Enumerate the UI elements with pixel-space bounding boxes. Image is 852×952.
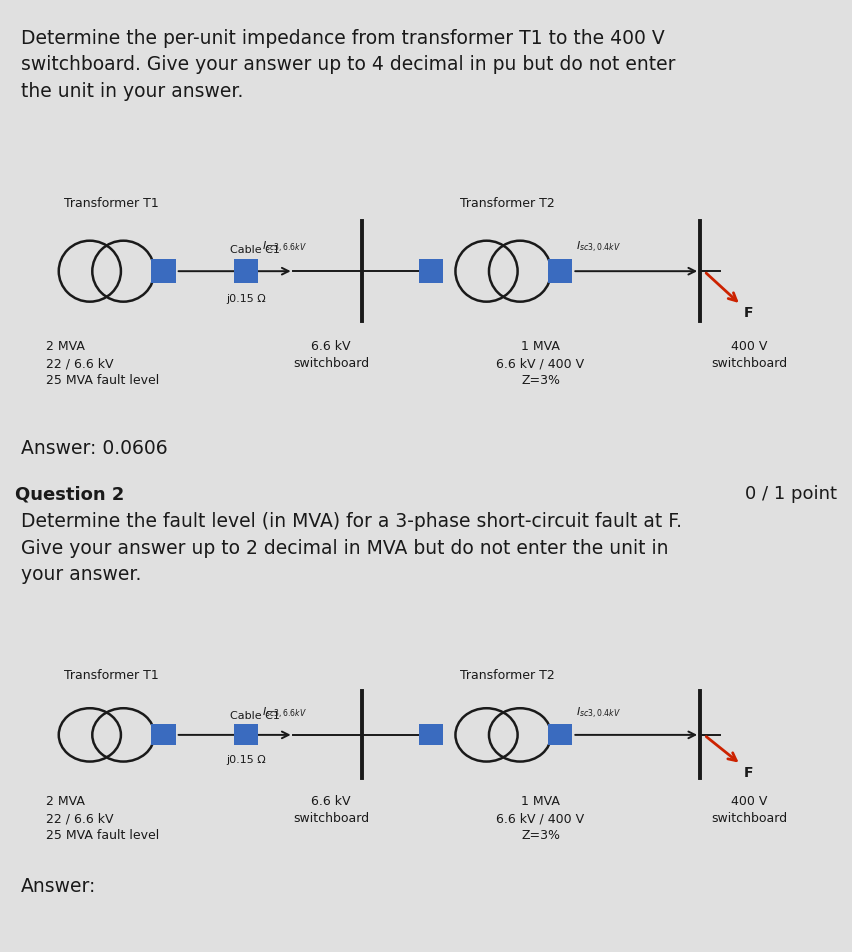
Bar (548, 259, 573, 284)
Text: 0 / 1 point: 0 / 1 point (745, 486, 837, 503)
Text: Transformer T1: Transformer T1 (64, 668, 158, 682)
Bar (151, 259, 176, 284)
Bar (418, 724, 443, 745)
Text: $I_{sc3,6.6kV}$: $I_{sc3,6.6kV}$ (262, 240, 308, 255)
Text: Cable C1: Cable C1 (230, 711, 279, 721)
Text: 400 V
switchboard: 400 V switchboard (711, 795, 787, 825)
Text: Determine the per-unit impedance from transformer T1 to the 400 V
switchboard. G: Determine the per-unit impedance from tr… (21, 29, 676, 101)
Bar (233, 724, 258, 745)
Text: Cable C1: Cable C1 (230, 245, 279, 255)
Text: Transformer T2: Transformer T2 (460, 197, 556, 210)
Text: Answer: 0.0606: Answer: 0.0606 (21, 440, 168, 458)
Text: j0.15 Ω: j0.15 Ω (226, 755, 266, 764)
Text: 6.6 kV
switchboard: 6.6 kV switchboard (293, 340, 369, 370)
Text: Transformer T1: Transformer T1 (64, 197, 158, 210)
Text: Question 2: Question 2 (15, 486, 124, 503)
Bar (418, 259, 443, 284)
Text: F: F (743, 307, 753, 321)
Text: Answer:: Answer: (21, 878, 96, 897)
Text: $I_{sc3,0.4kV}$: $I_{sc3,0.4kV}$ (576, 240, 621, 255)
Text: Transformer T2: Transformer T2 (460, 668, 556, 682)
Text: 400 V
switchboard: 400 V switchboard (711, 340, 787, 370)
Text: j0.15 Ω: j0.15 Ω (226, 293, 266, 304)
Text: Determine the fault level (in MVA) for a 3-phase short-circuit fault at F.
Give : Determine the fault level (in MVA) for a… (21, 512, 682, 585)
Text: 6.6 kV
switchboard: 6.6 kV switchboard (293, 795, 369, 825)
Bar (151, 724, 176, 745)
Bar (548, 724, 573, 745)
Text: 1 MVA
6.6 kV / 400 V
Z=3%: 1 MVA 6.6 kV / 400 V Z=3% (497, 795, 584, 843)
Text: $I_{sc3,0.4kV}$: $I_{sc3,0.4kV}$ (576, 705, 621, 721)
Bar (233, 259, 258, 284)
Text: $I_{sc3,6.6kV}$: $I_{sc3,6.6kV}$ (262, 705, 308, 721)
Text: 2 MVA
22 / 6.6 kV
25 MVA fault level: 2 MVA 22 / 6.6 kV 25 MVA fault level (46, 340, 159, 387)
Text: 2 MVA
22 / 6.6 kV
25 MVA fault level: 2 MVA 22 / 6.6 kV 25 MVA fault level (46, 795, 159, 843)
Text: 1 MVA
6.6 kV / 400 V
Z=3%: 1 MVA 6.6 kV / 400 V Z=3% (497, 340, 584, 387)
Text: F: F (743, 765, 753, 780)
